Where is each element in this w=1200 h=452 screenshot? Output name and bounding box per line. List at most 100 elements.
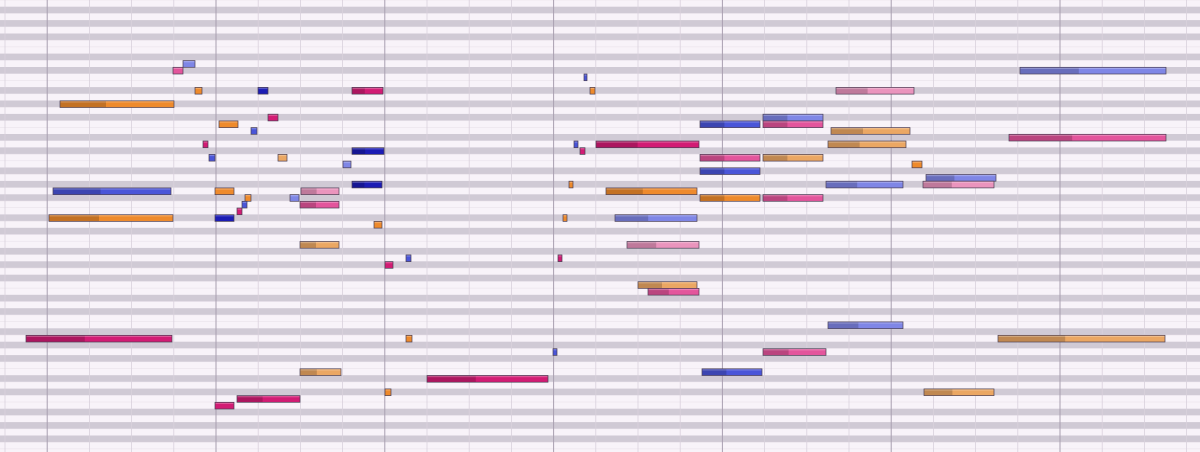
note-body	[699, 154, 761, 162]
note	[172, 66, 184, 75]
note-body	[830, 127, 911, 135]
note-shade	[828, 141, 860, 148]
note-shade	[49, 215, 99, 221]
key-row	[0, 147, 1200, 155]
note	[299, 200, 340, 209]
note-shade	[606, 188, 643, 195]
note-highlight	[427, 376, 548, 378]
note-body	[827, 140, 907, 149]
note-highlight	[352, 148, 384, 150]
note-shade	[700, 154, 725, 161]
note-body	[182, 60, 196, 68]
note-body	[762, 348, 827, 356]
note-body	[218, 120, 239, 128]
note-body	[825, 180, 904, 189]
note-body	[299, 368, 342, 376]
note-body	[214, 214, 235, 222]
note-highlight	[209, 154, 215, 157]
note-body	[562, 214, 568, 222]
note-body	[208, 154, 216, 162]
note	[202, 140, 209, 149]
note	[762, 120, 824, 128]
key-row	[0, 308, 1200, 315]
note	[923, 388, 995, 396]
note-shade	[700, 168, 725, 175]
note-highlight	[301, 188, 339, 190]
note-shade	[237, 396, 263, 402]
note-highlight	[615, 215, 697, 217]
note-shade	[638, 282, 662, 288]
note	[351, 87, 384, 95]
note-body	[762, 154, 824, 162]
note-body	[1008, 133, 1167, 142]
note-body	[827, 321, 904, 329]
note-highlight	[998, 335, 1165, 337]
note	[573, 140, 579, 149]
note-highlight	[553, 349, 557, 351]
key-row	[0, 227, 1200, 235]
note-shade	[831, 128, 863, 134]
note-highlight	[926, 175, 996, 177]
note-body	[214, 401, 235, 410]
note-highlight	[763, 195, 823, 197]
note-highlight	[826, 181, 903, 183]
note	[557, 254, 563, 262]
note	[48, 214, 174, 222]
note-highlight	[219, 121, 238, 123]
note-body	[573, 140, 579, 149]
note-highlight	[580, 148, 585, 150]
note-shade	[352, 181, 365, 188]
note-highlight	[385, 389, 391, 391]
note	[699, 167, 761, 175]
note-highlight	[26, 335, 172, 337]
note-body	[699, 120, 761, 128]
note-body	[626, 241, 700, 249]
note	[267, 113, 279, 122]
note	[925, 174, 997, 182]
note-highlight	[700, 195, 760, 197]
key-row	[0, 180, 1200, 188]
note-highlight	[245, 195, 251, 197]
note	[194, 87, 203, 95]
note	[257, 87, 269, 95]
note	[384, 261, 394, 269]
note	[236, 207, 243, 216]
note-highlight	[563, 215, 567, 217]
note-highlight	[1020, 67, 1166, 69]
note-body	[911, 160, 923, 169]
note-shade	[596, 141, 638, 148]
note-shade	[836, 87, 868, 94]
note-body	[647, 288, 700, 296]
note-highlight	[300, 369, 341, 371]
note-highlight	[60, 101, 174, 103]
note-highlight	[278, 154, 287, 157]
note-highlight	[700, 121, 760, 123]
note	[214, 214, 235, 222]
note-highlight	[924, 389, 994, 391]
note-highlight	[53, 188, 171, 190]
note-body	[426, 375, 549, 383]
note-highlight	[574, 141, 578, 143]
note-highlight	[763, 114, 823, 116]
note-body	[605, 187, 698, 195]
note	[208, 154, 216, 162]
note	[830, 127, 911, 135]
note	[52, 187, 172, 195]
note-highlight	[648, 288, 699, 291]
note-shade	[763, 121, 788, 128]
note-shade	[1009, 134, 1073, 141]
note	[762, 113, 824, 122]
note-highlight	[215, 402, 234, 404]
note-shade	[926, 174, 955, 181]
note-body	[277, 154, 288, 162]
note	[241, 200, 248, 209]
note	[1019, 66, 1167, 75]
note-body	[997, 334, 1166, 343]
key-row	[0, 355, 1200, 362]
note-shade	[53, 188, 101, 195]
note	[562, 214, 568, 222]
note-body	[614, 214, 698, 222]
note-highlight	[183, 61, 195, 63]
note	[373, 221, 383, 229]
